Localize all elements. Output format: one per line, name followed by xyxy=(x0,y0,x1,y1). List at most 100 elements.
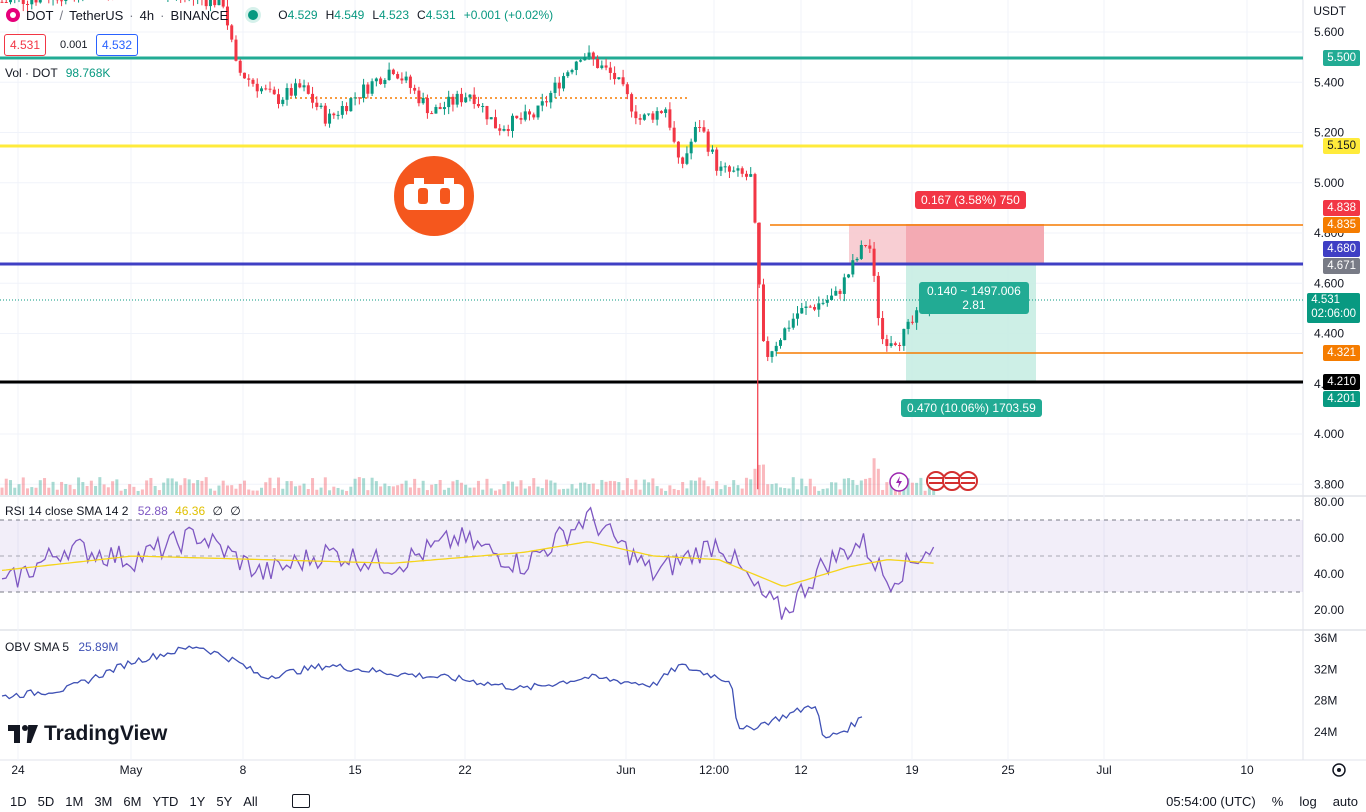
candle-body xyxy=(264,88,268,90)
price-axis-ticks: 5.6005.4005.2005.0004.8004.6004.4004.200… xyxy=(1314,25,1344,491)
volume-bar xyxy=(706,486,710,495)
candle-body xyxy=(536,105,540,118)
candle-body xyxy=(225,6,229,26)
candle-body xyxy=(668,109,672,128)
candle-body xyxy=(898,344,902,346)
volume-bar xyxy=(374,481,378,495)
candle-body xyxy=(685,153,689,164)
candle-body xyxy=(761,284,765,342)
date-range-icon[interactable] xyxy=(291,794,310,808)
range-button-3m[interactable]: 3M xyxy=(94,793,113,809)
volume-bar xyxy=(647,482,651,495)
volume-bar xyxy=(638,489,642,495)
volume-legend[interactable]: Vol · DOT 98.768K xyxy=(5,66,110,80)
lightning-icon[interactable] xyxy=(889,472,909,492)
volume-bar xyxy=(98,477,102,495)
volume-bar xyxy=(298,485,302,495)
bid-button[interactable]: 4.531 xyxy=(4,34,47,56)
volume-bar xyxy=(166,478,170,495)
rsi-legend[interactable]: RSI 14 close SMA 14 2 52.88 46.36 ∅ ∅ xyxy=(5,504,241,518)
chart-canvas[interactable]: 5.6005.4005.2005.0004.8004.6004.4004.200… xyxy=(0,0,1366,790)
countdown: 02:06:00 xyxy=(1311,308,1356,320)
range-button-all[interactable]: All xyxy=(243,793,258,809)
candle-body xyxy=(910,321,914,323)
volume-bar xyxy=(128,484,132,495)
volume-bar xyxy=(485,478,489,495)
currency-selector[interactable]: USDT xyxy=(1313,4,1346,18)
candle-body xyxy=(566,72,570,77)
volume-bar xyxy=(323,477,327,495)
reward-label[interactable]: 0.470 (10.06%) 1703.59 xyxy=(901,399,1042,417)
risk-label[interactable]: 0.167 (3.58%) 750 xyxy=(915,191,1026,209)
obv-legend[interactable]: OBV SMA 5 25.89M xyxy=(5,640,118,654)
range-button-6m[interactable]: 6M xyxy=(123,793,142,809)
volume-bar xyxy=(676,490,680,495)
vertical-grid xyxy=(17,0,1248,760)
candle-body xyxy=(64,0,68,2)
time-tick-label: Jun xyxy=(616,763,635,777)
volume-bar xyxy=(4,478,8,495)
candle-body xyxy=(421,97,425,104)
candle-body xyxy=(630,94,634,112)
rsi-sma-line xyxy=(1,541,934,587)
percent-toggle[interactable]: % xyxy=(1271,793,1284,809)
rsi-tick-label: 80.00 xyxy=(1314,495,1344,509)
candle-body xyxy=(298,83,302,88)
volume-bar xyxy=(881,489,885,495)
volume-bar xyxy=(21,477,25,495)
candle-body xyxy=(476,103,480,107)
interval-label[interactable]: 4h xyxy=(139,7,155,23)
volume-bar xyxy=(613,481,617,495)
tradingview-logo[interactable]: TradingView xyxy=(8,722,167,746)
candle-body xyxy=(791,318,795,328)
price-tick-label: 5.000 xyxy=(1314,176,1344,190)
range-button-1y[interactable]: 1Y xyxy=(189,793,206,809)
symbol-pair[interactable]: TetherUS xyxy=(69,7,124,23)
candle-body xyxy=(847,274,851,278)
ask-button[interactable]: 4.532 xyxy=(96,34,139,56)
candle-body xyxy=(664,109,668,113)
candle-body xyxy=(21,0,25,4)
volume-bar xyxy=(132,486,136,495)
candle-body xyxy=(417,90,421,104)
range-button-1d[interactable]: 1D xyxy=(10,793,27,809)
range-button-ytd[interactable]: YTD xyxy=(152,793,179,809)
range-button-5y[interactable]: 5Y xyxy=(216,793,233,809)
candle-body xyxy=(727,166,731,172)
candle-body xyxy=(323,105,327,124)
candle-body xyxy=(349,98,353,112)
exchange-label[interactable]: BINANCE xyxy=(170,7,229,23)
candlesticks[interactable] xyxy=(0,0,936,490)
symbol-legend[interactable]: DOT / TetherUS · 4h · BINANCE O4.529 H4.… xyxy=(0,0,553,30)
volume-bar xyxy=(536,486,540,495)
us-flag-events-icon[interactable] xyxy=(926,471,978,491)
volume-bar xyxy=(225,485,229,495)
volume-bar xyxy=(817,490,821,495)
settings-gear-icon[interactable] xyxy=(1332,763,1346,777)
volume-bar xyxy=(800,478,804,495)
volume-bar xyxy=(102,484,106,495)
range-button-5d[interactable]: 5D xyxy=(37,793,55,809)
bottom-right-controls: 05:54:00 (UTC) % log auto xyxy=(1166,794,1358,809)
candle-body xyxy=(757,222,761,285)
rsi-line xyxy=(1,506,935,620)
volume-bar xyxy=(651,478,655,495)
range-button-1m[interactable]: 1M xyxy=(65,793,84,809)
volume-bar xyxy=(115,479,119,495)
volume-bar xyxy=(668,485,672,495)
symbol-name[interactable]: DOT xyxy=(26,7,54,23)
volume-bar xyxy=(272,488,276,495)
volume-bar xyxy=(379,486,383,495)
volume-bar xyxy=(710,488,714,495)
volume-bar xyxy=(804,486,808,495)
candle-body xyxy=(430,113,434,115)
clock[interactable]: 05:54:00 (UTC) xyxy=(1166,793,1256,809)
log-toggle[interactable]: log xyxy=(1299,793,1317,809)
tag-5500: 5.500 xyxy=(1323,50,1360,66)
candle-body xyxy=(434,106,438,114)
position-mid-label[interactable]: 0.140 ~ 1497.006 2.81 xyxy=(919,282,1029,314)
candle-body xyxy=(204,0,208,7)
auto-toggle[interactable]: auto xyxy=(1332,793,1358,809)
candle-body xyxy=(817,303,821,310)
